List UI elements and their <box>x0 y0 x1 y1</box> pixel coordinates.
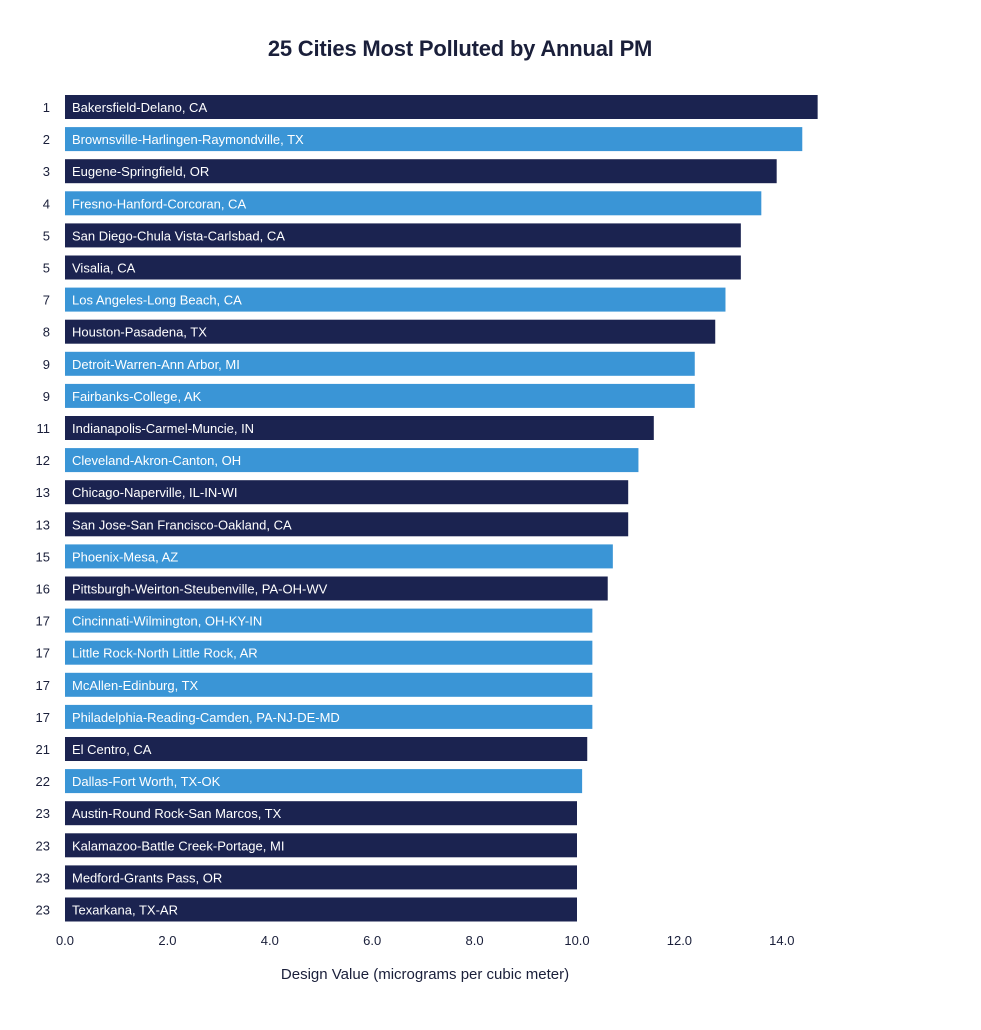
bar-rank: 17 <box>36 678 50 693</box>
bar-rank: 2 <box>43 132 50 147</box>
bar-rank: 7 <box>43 293 50 308</box>
bar-rank: 1 <box>43 100 50 115</box>
bar <box>65 704 593 729</box>
bar <box>65 191 762 216</box>
bar-rank: 13 <box>36 485 50 500</box>
bar-label: McAllen-Edinburg, TX <box>72 678 199 693</box>
bar-label: Dallas-Fort Worth, TX-OK <box>72 774 221 789</box>
x-tick-label: 0.0 <box>56 933 74 948</box>
bar-label: Little Rock-North Little Rock, AR <box>72 646 258 661</box>
bar <box>65 351 695 376</box>
bar <box>65 255 741 280</box>
x-tick-label: 4.0 <box>261 933 279 948</box>
bar <box>65 737 588 761</box>
bar-label: El Centro, CA <box>72 742 152 757</box>
bar-label: Texarkana, TX-AR <box>72 903 178 918</box>
bar <box>65 672 593 697</box>
bar-label: Fresno-Hanford-Corcoran, CA <box>72 196 246 211</box>
bar-rank: 17 <box>36 614 50 629</box>
bar-label: Medford-Grants Pass, OR <box>72 870 222 885</box>
bar-label: Houston-Pasadena, TX <box>72 325 207 340</box>
bar <box>65 640 593 665</box>
bar-label: Phoenix-Mesa, AZ <box>72 549 178 564</box>
bar <box>65 769 583 794</box>
chart-title: 25 Cities Most Polluted by Annual PM <box>267 36 653 61</box>
bar-label: Kalamazoo-Battle Creek-Portage, MI <box>72 838 284 853</box>
bar-label: Chicago-Naperville, IL-IN-WI <box>72 485 237 500</box>
bar-rank: 16 <box>36 582 50 597</box>
x-tick-label: 6.0 <box>363 933 381 948</box>
bar-rank: 22 <box>36 774 50 789</box>
bar-label: Austin-Round Rock-San Marcos, TX <box>72 806 282 821</box>
bar <box>65 576 608 601</box>
bar <box>65 319 716 344</box>
bar-rank: 9 <box>43 389 50 404</box>
bar-rank: 13 <box>36 517 50 532</box>
bar-label: San Jose-San Francisco-Oakland, CA <box>72 517 292 532</box>
bar-rank: 23 <box>36 838 50 853</box>
bars-layer: 1 Bakersfield-Delano, CA 2 Brownsville-Harl… <box>36 95 818 922</box>
bar-rank: 5 <box>43 261 50 276</box>
bar-rank: 8 <box>43 325 50 340</box>
x-axis-ticks: 0.0 2.0 4.0 6.0 8.0 10.0 12.0 14.0 <box>56 933 794 948</box>
bar <box>65 95 818 119</box>
bar-rank: 23 <box>36 903 50 918</box>
bar <box>65 383 695 408</box>
bar-label: Bakersfield-Delano, CA <box>72 100 207 115</box>
bar-label: Fairbanks-College, AK <box>72 389 202 404</box>
bar-label: Los Angeles-Long Beach, CA <box>72 293 242 308</box>
bar <box>65 448 639 473</box>
x-tick-label: 10.0 <box>564 933 589 948</box>
bar <box>65 608 593 633</box>
bar-label: Cincinnati-Wilmington, OH-KY-IN <box>72 614 262 629</box>
x-tick-label: 12.0 <box>667 933 692 948</box>
x-tick-label: 14.0 <box>769 933 794 948</box>
bar-rank: 15 <box>36 549 50 564</box>
bar-label: Detroit-Warren-Ann Arbor, MI <box>72 357 240 372</box>
bar-rank: 17 <box>36 646 50 661</box>
bar-label: Indianapolis-Carmel-Muncie, IN <box>72 421 254 436</box>
bar-label: Visalia, CA <box>72 261 136 276</box>
bar-rank: 23 <box>36 806 50 821</box>
bar-label: Brownsville-Harlingen-Raymondville, TX <box>72 132 304 147</box>
bar <box>65 127 803 152</box>
bar-rank: 12 <box>36 453 50 468</box>
bar <box>65 544 613 569</box>
bar-label: Pittsburgh-Weirton-Steubenville, PA-OH-W… <box>72 582 328 597</box>
x-tick-label: 2.0 <box>158 933 176 948</box>
bar <box>65 287 726 312</box>
bar <box>65 223 741 248</box>
bar <box>65 801 577 826</box>
bar-rank: 23 <box>36 870 50 885</box>
bar-rank: 11 <box>37 421 51 436</box>
bar <box>65 897 577 922</box>
x-tick-label: 8.0 <box>466 933 484 948</box>
bar-rank: 4 <box>43 196 50 211</box>
bar <box>65 865 577 890</box>
bar-rank: 3 <box>43 164 50 179</box>
bar <box>65 416 654 440</box>
bar-rank: 9 <box>43 357 50 372</box>
bar-label: San Diego-Chula Vista-Carlsbad, CA <box>72 228 285 243</box>
bar-label: Philadelphia-Reading-Camden, PA-NJ-DE-MD <box>72 710 340 725</box>
x-axis-title: Design Value (micrograms per cubic meter… <box>280 966 570 983</box>
bar <box>65 833 577 858</box>
bar-label: Eugene-Springfield, OR <box>72 164 209 179</box>
bar <box>65 480 629 505</box>
bar <box>65 512 629 537</box>
bar-label: Cleveland-Akron-Canton, OH <box>72 453 241 468</box>
bar-rank: 21 <box>36 742 50 757</box>
bar-rank: 5 <box>43 228 50 243</box>
bar-rank: 17 <box>36 710 50 725</box>
bar <box>65 159 777 184</box>
